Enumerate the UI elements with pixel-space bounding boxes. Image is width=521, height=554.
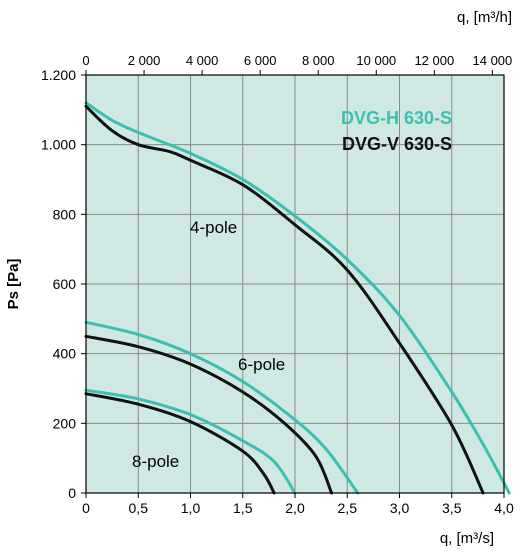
top-tick-label: 10 000 (356, 53, 396, 68)
bottom-axis-unit: q, [m³/s] (440, 530, 494, 547)
annotation-6-pole: 6-pole (238, 355, 285, 374)
legend-dvg-v: DVG-V 630-S (342, 134, 452, 154)
annotation-8-pole: 8-pole (132, 452, 179, 471)
x-tick-label: 1,0 (181, 500, 201, 516)
x-tick-label: 2,0 (285, 500, 305, 516)
x-tick-label: 3,5 (442, 500, 462, 516)
curve-v-4-pole (84, 104, 485, 495)
y-tick-label: 800 (53, 206, 77, 222)
annotation-4-pole: 4-pole (190, 218, 237, 237)
legend-dvg-h: DVG-H 630-S (341, 108, 452, 128)
x-tick-label: 3,0 (390, 500, 410, 516)
y-tick-label: 1.200 (41, 67, 76, 83)
ticks: 0 0,5 1,0 1,5 2,0 2,5 3,0 3,5 4,0 0 200 400 600 800 1.… (41, 53, 514, 516)
x-tick-label: 1,5 (233, 500, 253, 516)
curves (84, 101, 511, 495)
top-tick-label: 0 (82, 53, 89, 68)
y-tick-label: 400 (53, 346, 77, 362)
y-tick-label: 1.000 (41, 137, 76, 153)
top-axis-unit: q, [m³/h] (457, 9, 512, 26)
curve-v-6-pole (84, 334, 334, 495)
top-tick-label: 8 000 (302, 53, 335, 68)
x-tick-label: 2,5 (338, 500, 358, 516)
curve-h-6-pole (84, 320, 360, 495)
top-tick-label: 6 000 (244, 53, 277, 68)
y-axis-label: Ps [Pa] (5, 259, 22, 310)
top-tick-label: 2 000 (128, 53, 161, 68)
curve-h-4-pole (84, 101, 511, 495)
y-tick-label: 200 (53, 415, 77, 431)
y-tick-label: 600 (53, 276, 77, 292)
top-tick-label: 14 000 (473, 53, 513, 68)
curve-h-8-pole (84, 388, 297, 495)
top-tick-label: 4 000 (186, 53, 219, 68)
curve-v-8-pole (84, 392, 276, 495)
top-tick-label: 12 000 (414, 53, 454, 68)
x-tick-label: 0 (82, 500, 90, 516)
x-tick-label: 4,0 (494, 500, 514, 516)
x-tick-label: 0,5 (129, 500, 149, 516)
y-tick-label: 0 (68, 485, 76, 501)
